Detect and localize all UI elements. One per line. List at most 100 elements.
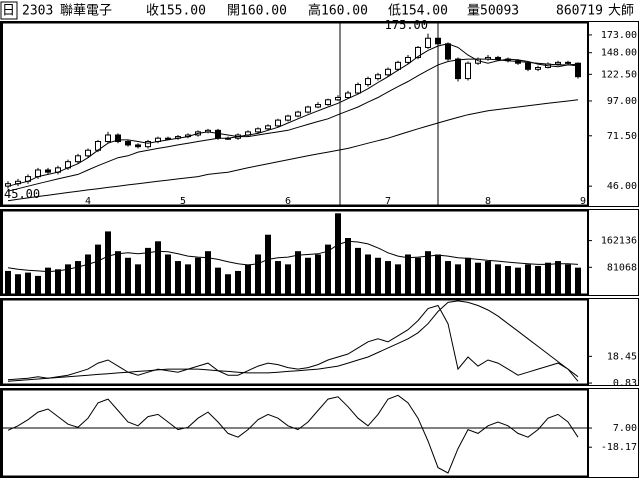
volume-bar xyxy=(485,261,491,294)
volume-bar xyxy=(205,251,211,294)
y-tick-label: 162136 xyxy=(601,236,637,247)
candle-body xyxy=(405,56,411,63)
volume-bar xyxy=(275,261,281,294)
candle-body xyxy=(525,62,531,70)
volume-bar xyxy=(505,266,511,294)
y-tick-label: 71.50 xyxy=(607,131,637,142)
candle-body xyxy=(35,169,41,178)
volume-bar xyxy=(425,251,431,294)
volume-bar xyxy=(225,274,231,294)
candle-body xyxy=(275,119,281,127)
volume-bar xyxy=(55,269,61,294)
candle-body xyxy=(325,99,331,106)
candle-body xyxy=(435,37,441,45)
x-tick-label: 6 xyxy=(285,196,291,207)
volume-bar xyxy=(545,262,551,294)
stock-name: 聯華電子 xyxy=(60,4,112,19)
y-tick-label: 18.45 xyxy=(607,351,637,362)
candle-body xyxy=(445,43,451,60)
volume-bar xyxy=(145,247,151,294)
period: 日 xyxy=(2,4,15,19)
volume-bar xyxy=(475,262,481,294)
indicator-line xyxy=(7,304,579,382)
candle-body xyxy=(165,137,171,140)
candle-body xyxy=(345,92,351,98)
candle-body xyxy=(455,58,461,80)
volume-bar xyxy=(105,231,111,294)
candle-body xyxy=(535,67,541,70)
x-tick-label: 4 xyxy=(85,196,91,207)
volume-bar xyxy=(185,264,191,294)
volume-bar xyxy=(375,257,381,294)
volume-bar xyxy=(35,275,41,294)
volume-bar xyxy=(215,267,221,294)
candle-body xyxy=(105,134,111,143)
volume-bar xyxy=(495,264,501,294)
volume-bar xyxy=(165,254,171,294)
volume-bar xyxy=(265,234,271,294)
volume-bar xyxy=(195,257,201,294)
plot-frame xyxy=(1,298,589,386)
volume-bar xyxy=(285,264,291,294)
candle-body xyxy=(465,62,471,80)
indicator-line xyxy=(7,58,579,192)
y-tick-label: -18.17 xyxy=(601,442,637,453)
indicator-line xyxy=(7,300,579,382)
candle-body xyxy=(125,141,131,146)
candle-body xyxy=(555,61,561,65)
volume-bar xyxy=(255,254,261,294)
volume-bar xyxy=(455,264,461,294)
y-tick-label: 122.50 xyxy=(601,69,637,80)
volume-bar xyxy=(125,257,131,294)
candle-body xyxy=(415,46,421,58)
volume-bar xyxy=(95,244,101,294)
volume-bar xyxy=(115,251,121,294)
volume-bar xyxy=(345,238,351,294)
volume-bar xyxy=(305,257,311,294)
volume-bar xyxy=(295,251,301,294)
candle-body xyxy=(215,129,221,139)
candle-body xyxy=(335,96,341,101)
low-label: 45.00 xyxy=(4,187,40,201)
date: 860719 xyxy=(556,4,603,19)
volume-bar xyxy=(415,257,421,294)
volume-bar xyxy=(355,247,361,294)
volume-bar xyxy=(175,261,181,294)
candle-body xyxy=(285,115,291,121)
volume-bar xyxy=(245,264,251,294)
volume-bar xyxy=(555,261,561,294)
y-tick-label: 148.00 xyxy=(601,48,637,59)
y-tick-label: 81068 xyxy=(607,262,637,273)
volume-bar xyxy=(515,267,521,294)
volume-bar xyxy=(365,254,371,294)
volume-bar xyxy=(565,264,571,294)
x-tick-label: 7 xyxy=(385,196,391,207)
candle-body xyxy=(145,141,151,148)
candle-body xyxy=(315,104,321,108)
x-tick-label: 5 xyxy=(180,196,186,207)
plot-frame xyxy=(1,209,589,296)
candle-body xyxy=(255,128,261,133)
y-tick-label: 97.00 xyxy=(607,96,637,107)
volume-bar xyxy=(535,266,541,294)
y-tick-label: 7.00 xyxy=(613,423,637,434)
volume-bar xyxy=(45,267,51,294)
candle-body xyxy=(365,78,371,86)
volume-bar xyxy=(385,261,391,294)
volume-bar xyxy=(135,264,141,294)
volume-bar xyxy=(325,244,331,294)
candle-body xyxy=(305,106,311,113)
volume-bar xyxy=(85,254,91,294)
volume-bar xyxy=(235,270,241,294)
candle-body xyxy=(495,56,501,60)
candle-body xyxy=(135,144,141,148)
volume: 量50093 xyxy=(467,4,519,19)
candle-body xyxy=(385,68,391,76)
volume-bar xyxy=(155,241,161,294)
indicator-line xyxy=(7,240,579,273)
volume-bar xyxy=(465,257,471,294)
x-tick-label: 9 xyxy=(580,196,586,207)
y-tick-label: 0.83 xyxy=(613,378,637,389)
high-label: 175.00 xyxy=(385,18,428,32)
indicator-line xyxy=(7,99,579,202)
